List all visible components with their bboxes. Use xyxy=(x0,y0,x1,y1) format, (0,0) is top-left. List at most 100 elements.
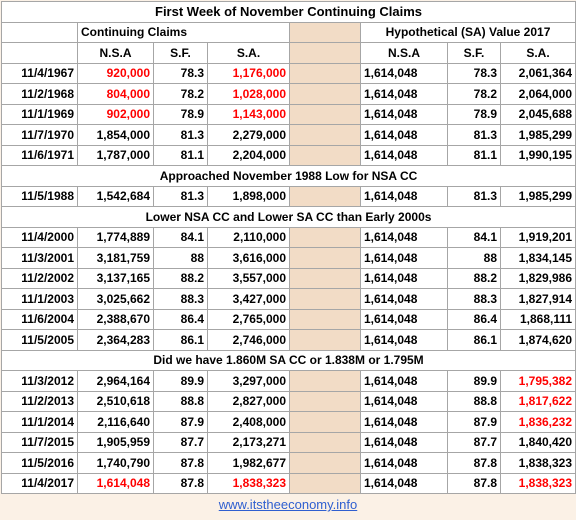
section-heading-row: Approached November 1988 Low for NSA CC xyxy=(0,165,576,187)
value-cell: 3,137,165 xyxy=(77,267,154,289)
date-cell: 11/7/2015 xyxy=(1,431,78,453)
value-cell: 1,838,323 xyxy=(499,472,576,494)
date-cell: 11/2/2002 xyxy=(1,267,78,289)
spacer-cell xyxy=(289,329,361,351)
value-cell: 87.8 xyxy=(153,472,208,494)
spacer-cell xyxy=(289,62,361,84)
spacer-cell xyxy=(289,42,361,64)
spacer-cell xyxy=(289,431,361,453)
spacer-cell xyxy=(289,21,361,43)
value-cell: 2,510,618 xyxy=(77,390,154,412)
value-cell: 1,614,048 xyxy=(360,226,448,248)
value-cell: 1,614,048 xyxy=(360,370,448,392)
value-cell: 1,614,048 xyxy=(360,124,448,146)
value-cell: 2,765,000 xyxy=(207,308,290,330)
spacer-cell xyxy=(289,308,361,330)
value-cell: 88.3 xyxy=(447,288,501,310)
value-cell: 1,614,048 xyxy=(360,431,448,453)
data-row: 11/4/1967 920,000 78.3 1,176,000 1,614,048 78… xyxy=(1,62,576,84)
date-cell: 11/5/2005 xyxy=(1,329,78,351)
value-cell: 1,614,048 xyxy=(360,390,448,412)
date-cell: 11/3/2012 xyxy=(1,370,78,392)
spacer-cell xyxy=(289,472,361,494)
data-row: 11/3/2001 3,181,759 88 3,616,000 1,614,048 88… xyxy=(1,247,576,269)
value-cell: 1,028,000 xyxy=(207,83,290,105)
spacer-cell xyxy=(289,226,361,248)
value-cell: 804,000 xyxy=(77,83,154,105)
spacer-cell xyxy=(289,288,361,310)
date-cell: 11/7/1970 xyxy=(1,124,78,146)
date-cell: 11/2/2013 xyxy=(1,390,78,412)
data-row: 11/6/1971 1,787,000 81.1 2,204,000 1,614,048… xyxy=(1,144,576,166)
value-cell: 902,000 xyxy=(77,103,154,125)
value-cell: 1,740,790 xyxy=(77,452,154,474)
value-cell: 1,905,959 xyxy=(77,431,154,453)
data-row: 11/5/2016 1,740,790 87.8 1,982,677 1,614,048… xyxy=(1,452,576,474)
data-row: 11/5/2005 2,364,283 86.1 2,746,000 1,614,048… xyxy=(1,329,576,351)
data-row: 11/1/2014 2,116,640 87.9 2,408,000 1,614,048… xyxy=(1,411,576,433)
value-cell: 1,614,048 xyxy=(360,247,448,269)
value-cell: 78.2 xyxy=(447,83,501,105)
data-row: 11/4/2000 1,774,889 84.1 2,110,000 1,614,048… xyxy=(1,226,576,248)
value-cell: 1,829,986 xyxy=(499,267,576,289)
value-cell: 87.8 xyxy=(153,452,208,474)
value-cell: 81.3 xyxy=(153,124,208,146)
value-cell: 87.7 xyxy=(447,431,501,453)
value-cell: 89.9 xyxy=(447,370,501,392)
date-cell: 11/6/1971 xyxy=(1,144,78,166)
data-row: 11/2/1968 804,000 78.2 1,028,000 1,614,048 78… xyxy=(1,83,576,105)
column-header: S.F. xyxy=(447,42,501,64)
value-cell: 88.8 xyxy=(447,390,501,412)
value-cell: 1,614,048 xyxy=(360,472,448,494)
claims-table: First Week of November Continuing Claims… xyxy=(0,1,576,494)
value-cell: 2,388,670 xyxy=(77,308,154,330)
value-cell: 86.4 xyxy=(153,308,208,330)
data-row: 11/7/1970 1,854,000 81.3 2,279,000 1,614,048… xyxy=(1,124,576,146)
date-cell: 11/3/2001 xyxy=(1,247,78,269)
blank-cell xyxy=(1,42,78,64)
value-cell: 88.3 xyxy=(153,288,208,310)
data-row: 11/1/2003 3,025,662 88.3 3,427,000 1,614,048… xyxy=(1,288,576,310)
spacer-cell xyxy=(289,452,361,474)
date-cell: 11/4/2017 xyxy=(1,472,78,494)
date-cell: 11/4/2000 xyxy=(1,226,78,248)
value-cell: 1,614,048 xyxy=(360,452,448,474)
value-cell: 1,827,914 xyxy=(499,288,576,310)
value-cell: 2,204,000 xyxy=(207,144,290,166)
group-header-row: Continuing Claims Hypothetical (SA) Valu… xyxy=(1,21,576,43)
footer-link[interactable]: www.itstheeconomy.info xyxy=(218,497,358,512)
data-row: 11/2/2013 2,510,618 88.8 2,827,000 1,614,048… xyxy=(1,390,576,412)
value-cell: 1,614,048 xyxy=(360,62,448,84)
value-cell: 1,176,000 xyxy=(207,62,290,84)
value-cell: 1,774,889 xyxy=(77,226,154,248)
spacer-cell xyxy=(289,267,361,289)
data-row: 11/7/2015 1,905,959 87.7 2,173,271 1,614,048… xyxy=(1,431,576,453)
spacer-cell xyxy=(289,185,361,207)
value-cell: 2,064,000 xyxy=(499,83,576,105)
spacer-cell xyxy=(289,247,361,269)
value-cell: 78.9 xyxy=(447,103,501,125)
value-cell: 2,116,640 xyxy=(77,411,154,433)
value-cell: 1,985,299 xyxy=(499,124,576,146)
value-cell: 84.1 xyxy=(153,226,208,248)
date-cell: 11/1/1969 xyxy=(1,103,78,125)
date-cell: 11/5/2016 xyxy=(1,452,78,474)
section-heading-row: Lower NSA CC and Lower SA CC than Early … xyxy=(0,206,576,228)
value-cell: 81.3 xyxy=(447,185,501,207)
value-cell: 3,427,000 xyxy=(207,288,290,310)
value-cell: 1,836,232 xyxy=(499,411,576,433)
value-cell: 2,279,000 xyxy=(207,124,290,146)
value-cell: 920,000 xyxy=(77,62,154,84)
value-cell: 1,990,195 xyxy=(499,144,576,166)
data-row: 11/4/2017 1,614,048 87.8 1,838,323 1,614,048… xyxy=(1,472,576,494)
value-cell: 1,898,000 xyxy=(207,185,290,207)
date-cell: 11/6/2004 xyxy=(1,308,78,330)
value-cell: 87.9 xyxy=(153,411,208,433)
value-cell: 3,616,000 xyxy=(207,247,290,269)
spacer-cell xyxy=(289,144,361,166)
value-cell: 1,795,382 xyxy=(499,370,576,392)
value-cell: 3,181,759 xyxy=(77,247,154,269)
data-row: 11/2/2002 3,137,165 88.2 3,557,000 1,614,048… xyxy=(1,267,576,289)
column-header: S.F. xyxy=(153,42,208,64)
value-cell: 86.1 xyxy=(153,329,208,351)
